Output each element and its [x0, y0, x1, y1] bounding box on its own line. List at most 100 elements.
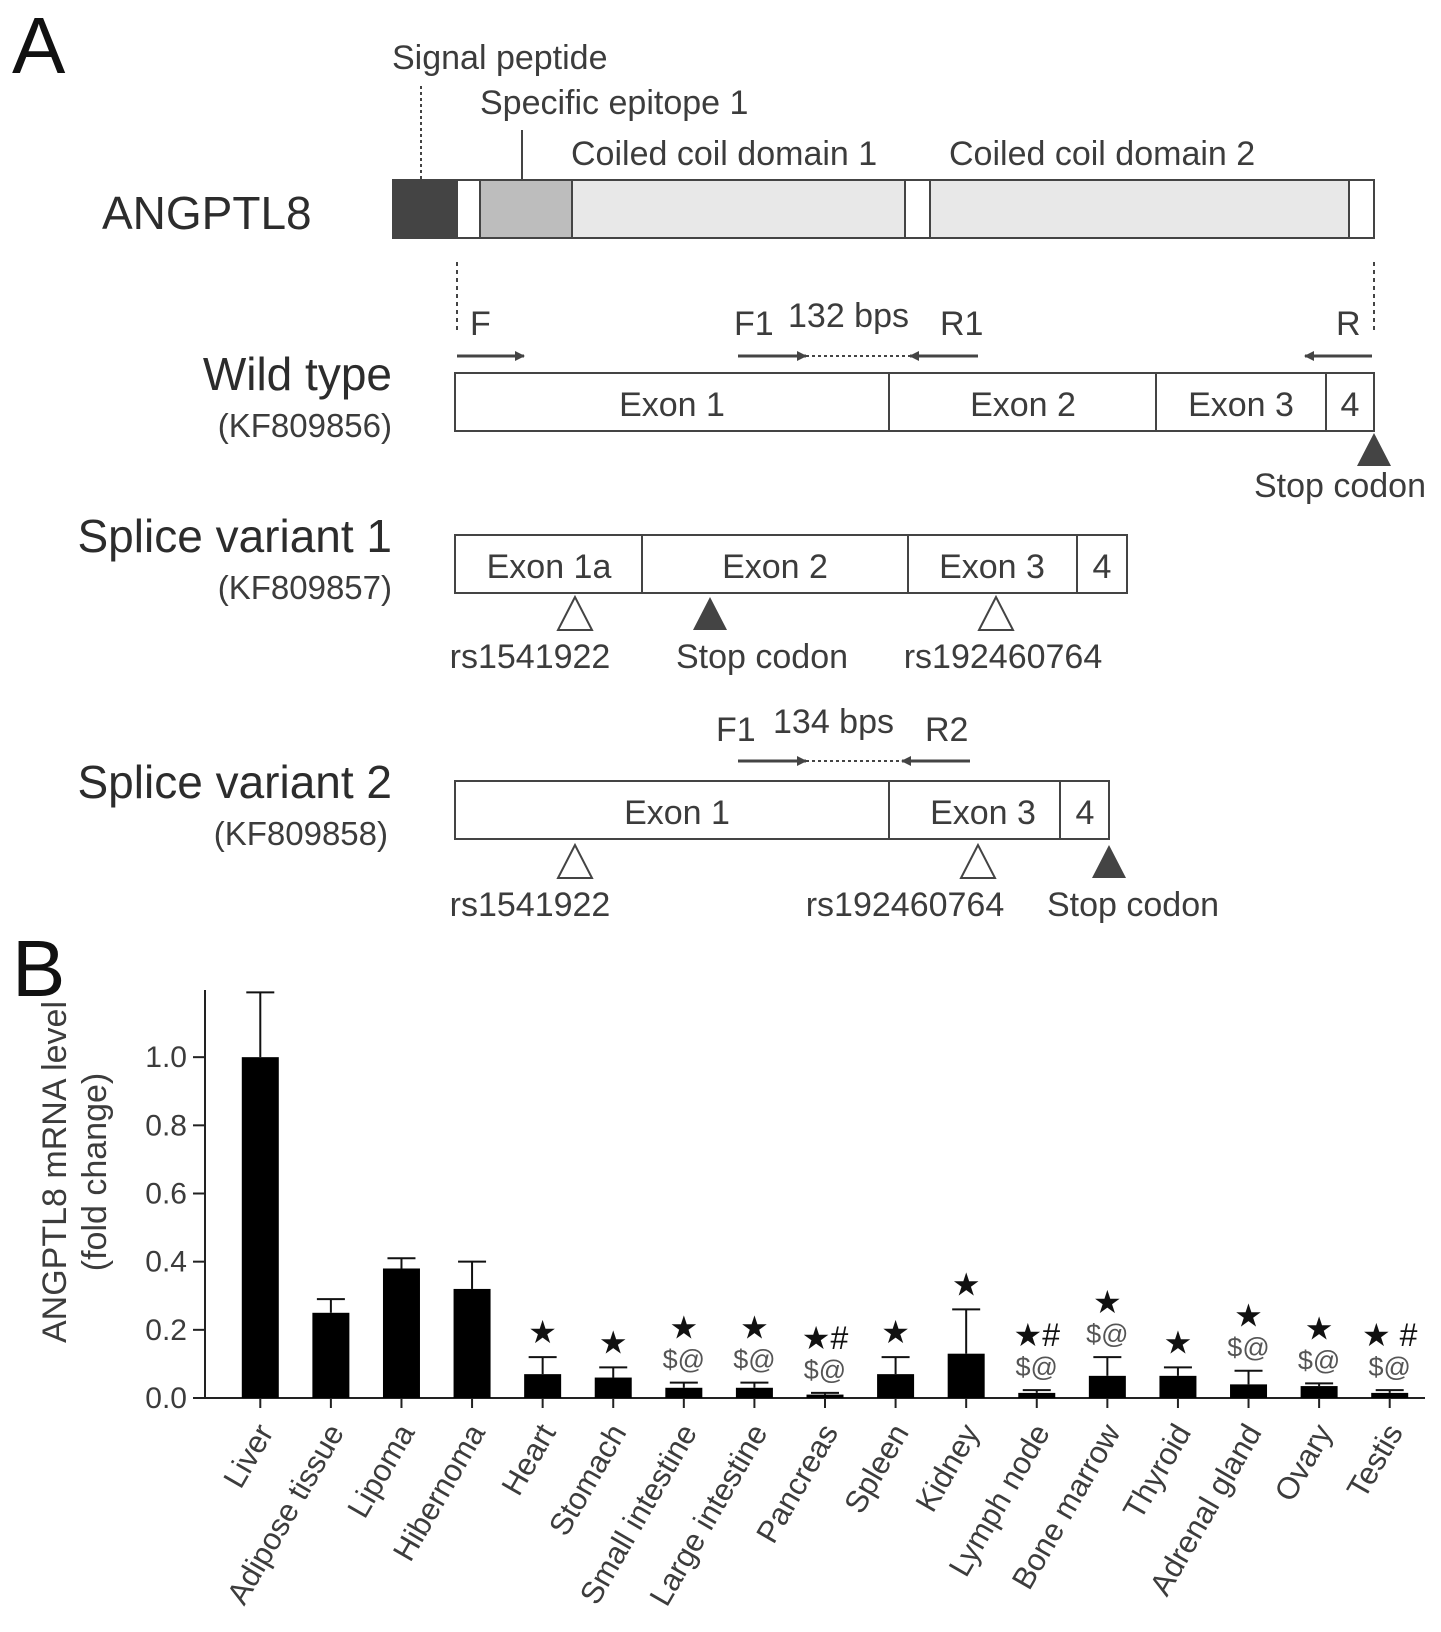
v2-exon-4: 4 — [1076, 794, 1095, 832]
significance-star: ★ — [1164, 1324, 1193, 1360]
v1-exon-2: Exon 2 — [722, 548, 828, 586]
wt-exon-1: Exon 1 — [619, 386, 725, 424]
coil-domain-1-segment — [571, 179, 906, 239]
significance-symbols: $@ — [733, 1345, 775, 1375]
significance-star: ★# — [1014, 1317, 1061, 1353]
coil-domain-1-label: Coiled coil domain 1 — [571, 135, 877, 173]
bar — [806, 1394, 844, 1398]
y-tick-label: 0.2 — [145, 1314, 187, 1347]
specific-epitope-label: Specific epitope 1 — [480, 84, 748, 122]
bar — [1371, 1392, 1409, 1398]
significance-star: ★ — [1093, 1284, 1122, 1320]
y-axis-label-units: (fold change) — [76, 1073, 114, 1271]
significance-star: ★ — [740, 1310, 769, 1346]
signal-peptide-segment — [392, 179, 458, 239]
bar — [524, 1374, 562, 1398]
significance-symbols: $@ — [663, 1345, 705, 1375]
bar — [312, 1312, 350, 1398]
category-label: Spleen — [837, 1418, 916, 1519]
v2-primer-f1-label: F1 — [716, 711, 756, 749]
coil-domain-2-label: Coiled coil domain 2 — [949, 135, 1255, 173]
category-label: Testis — [1340, 1418, 1410, 1504]
v2-stop-codon-label: Stop codon — [1047, 886, 1219, 924]
significance-star: ★ — [669, 1310, 698, 1346]
significance-star: ★ # — [1362, 1317, 1418, 1353]
signal-peptide-label: Signal peptide — [392, 39, 608, 77]
v2-exon-1: Exon 1 — [624, 794, 730, 832]
bar — [1088, 1375, 1126, 1398]
chart-bars — [241, 991, 1409, 1398]
bar — [947, 1353, 985, 1398]
bar — [1018, 1392, 1056, 1398]
significance-star: ★ — [881, 1314, 910, 1350]
v2-exon-3: Exon 3 — [930, 794, 1036, 832]
wild-type-transcript: F F1 132 bps R1 R Wild type (KF809856) E… — [203, 297, 1426, 505]
variant2-name: Splice variant 2 — [78, 756, 393, 808]
y-tick-label: 0.6 — [145, 1178, 187, 1211]
bar — [382, 1268, 420, 1398]
bar — [1230, 1384, 1268, 1398]
amplicon-134-label: 134 bps — [773, 703, 894, 741]
variant2-accession: (KF809858) — [214, 815, 388, 852]
category-label: Liver — [216, 1418, 280, 1494]
variant2-bar — [454, 780, 1110, 840]
significance-star: ★# — [802, 1320, 849, 1356]
y-tick-label: 0.4 — [145, 1246, 187, 1279]
primer-f-label: F — [470, 305, 491, 343]
wild-type-accession: (KF809856) — [218, 407, 392, 444]
v2-rs1541922-marker — [556, 842, 594, 879]
amplicon-132-label: 132 bps — [788, 297, 909, 335]
bar — [594, 1377, 632, 1398]
wild-type-bar — [454, 372, 1375, 432]
category-label: Kidney — [909, 1418, 987, 1518]
significance-star: ★ — [952, 1266, 981, 1302]
significance-symbols: $@ — [1016, 1352, 1058, 1382]
y-axis-label: ANGPTL8 mRNA level — [36, 1001, 74, 1343]
y-tick-label: 0.8 — [145, 1109, 187, 1142]
primer-r1-label: R1 — [940, 305, 983, 343]
epitope-segment — [479, 179, 573, 239]
significance-symbols: $@ — [1086, 1319, 1128, 1349]
bar — [735, 1387, 773, 1398]
significance-symbols: $@ — [1227, 1333, 1269, 1363]
protein-schematic: Signal peptide Specific epitope 1 Coiled… — [102, 39, 1375, 330]
v2-primer-r2-label: R2 — [925, 711, 968, 749]
wt-stop-codon-label: Stop codon — [1254, 467, 1426, 505]
bar — [877, 1374, 915, 1398]
bar — [1159, 1375, 1197, 1398]
v1-rs192460764-marker — [977, 594, 1015, 631]
v1-rs1541922-marker — [556, 594, 594, 631]
category-label: Heart — [494, 1418, 562, 1501]
v2-rs192460764-marker — [959, 842, 997, 879]
significance-star: ★ — [1234, 1298, 1263, 1334]
splice-variant-2: F1 134 bps R2 Splice variant 2 (KF809858… — [78, 703, 1220, 924]
v2-stop-codon-marker — [1092, 845, 1126, 878]
bar — [1300, 1386, 1338, 1398]
wt-stop-codon-marker — [1357, 433, 1391, 466]
y-tick-label: 1.0 — [145, 1041, 187, 1074]
variant1-bar — [454, 534, 1128, 594]
v1-stop-codon-marker — [693, 597, 727, 630]
v1-rs1541922-label: rs1541922 — [450, 638, 611, 676]
primer-f1-label: F1 — [734, 305, 774, 343]
v1-rs192460764-label: rs192460764 — [904, 638, 1103, 676]
bar — [453, 1288, 491, 1398]
significance-star: ★ — [599, 1324, 628, 1360]
bar — [665, 1387, 703, 1398]
v1-stop-codon-label: Stop codon — [676, 638, 848, 676]
wild-type-name: Wild type — [203, 348, 392, 400]
v1-exon-1a: Exon 1a — [487, 548, 612, 586]
panel-a-letter: A — [12, 1, 66, 90]
coil-domain-2-segment — [929, 179, 1350, 239]
bar — [241, 1057, 279, 1398]
splice-variant-1: Splice variant 1 (KF809857) Exon 1a Exon… — [78, 510, 1128, 676]
panel-b-letter: B — [12, 924, 65, 1013]
v2-rs192460764-label: rs192460764 — [806, 886, 1005, 924]
primer-r-label: R — [1336, 305, 1361, 343]
wt-exon-4: 4 — [1341, 386, 1360, 424]
protein-name: ANGPTL8 — [102, 187, 312, 239]
wt-exon-3: Exon 3 — [1188, 386, 1294, 424]
significance-symbols: $@ — [1368, 1352, 1410, 1382]
